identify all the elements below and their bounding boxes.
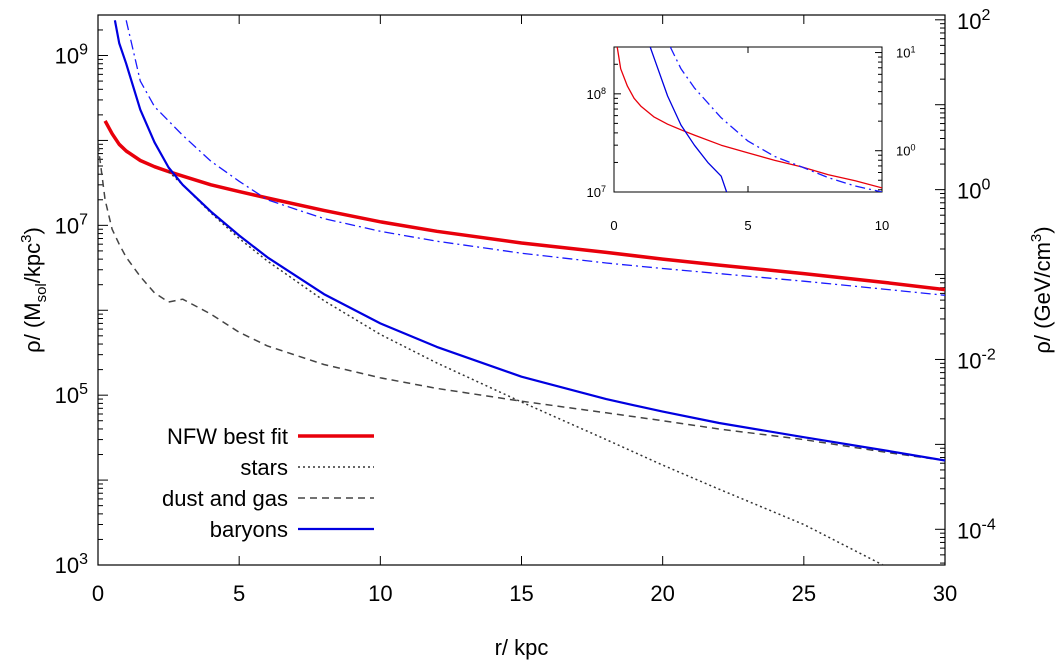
y-left-tick-label: 105 bbox=[55, 381, 88, 408]
legend-label-baryons: baryons bbox=[210, 517, 288, 542]
x-tick-label: 15 bbox=[509, 581, 533, 606]
x-tick-label: 20 bbox=[650, 581, 674, 606]
x-tick-label: 0 bbox=[92, 581, 104, 606]
y-axis-label-right: ρ/ (GeV/cm3) bbox=[1028, 226, 1055, 353]
inset-series-line-1 bbox=[649, 47, 728, 192]
legend-label-nfw-best-fit: NFW best fit bbox=[167, 424, 288, 449]
y-right-tick-label: 102 bbox=[957, 7, 990, 34]
series-line-baryons bbox=[113, 20, 945, 462]
y-left-tick-label: 109 bbox=[55, 42, 88, 69]
legend-label-stars: stars bbox=[240, 455, 288, 480]
inset-background bbox=[568, 41, 926, 236]
x-tick-label: 30 bbox=[933, 581, 957, 606]
series-line-stars bbox=[168, 171, 884, 565]
inset-x-tick-label: 10 bbox=[875, 218, 889, 233]
inset-plot: 0 5 10 107 108 100 101 bbox=[568, 41, 926, 236]
inset-y-left-tick-label: 108 bbox=[587, 86, 606, 102]
y-right-tick-label: 100 bbox=[957, 177, 990, 204]
inset-y-right-tick-label: 101 bbox=[896, 45, 915, 61]
inset-series-line-2 bbox=[669, 47, 882, 192]
legend-label-dust-and-gas: dust and gas bbox=[162, 486, 288, 511]
y-right-tick-label: 10-4 bbox=[957, 516, 996, 543]
inset-x-tick-label: 5 bbox=[744, 218, 751, 233]
inset-y-left-tick-label: 107 bbox=[587, 184, 606, 200]
series-line-total-dashdot bbox=[125, 20, 945, 296]
series-line-dust-and-gas bbox=[98, 144, 945, 462]
y-left-tick-label: 103 bbox=[55, 551, 88, 578]
inset-series-line-0 bbox=[616, 47, 882, 189]
inset-y-right-tick-label: 100 bbox=[896, 143, 915, 159]
y-axis-label-left: ρ/ (Msol/kpc3) bbox=[18, 227, 50, 353]
y-left-tick-label: 107 bbox=[55, 211, 88, 238]
main-plot: 0 5 10 15 20 25 3010310510710910-410-2100102r/… bbox=[18, 7, 1055, 660]
y-right-tick-label: 10-2 bbox=[957, 346, 996, 373]
x-tick-label: 5 bbox=[233, 581, 245, 606]
x-tick-label: 25 bbox=[792, 581, 816, 606]
inset-x-tick-label: 0 bbox=[610, 218, 617, 233]
x-axis-label: r/ kpc bbox=[495, 635, 549, 660]
series-line-nfw-best-fit bbox=[103, 120, 945, 292]
x-tick-label: 10 bbox=[368, 581, 392, 606]
